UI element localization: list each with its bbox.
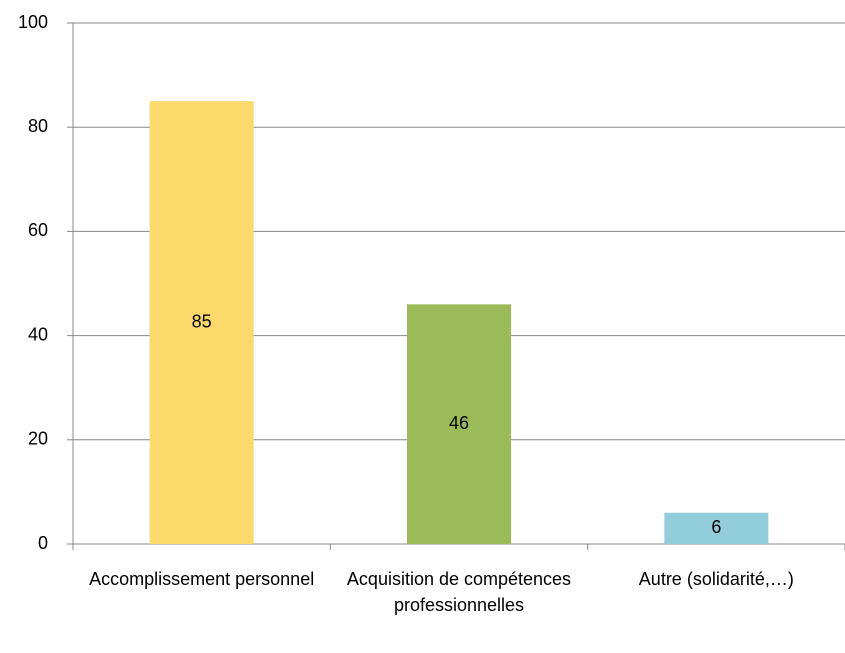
y-tick-label: 100 xyxy=(18,12,48,32)
y-tick-label: 80 xyxy=(28,116,48,136)
data-label: 85 xyxy=(192,311,212,331)
x-tick-label: Autre (solidarité,…) xyxy=(638,569,794,589)
y-tick-label: 20 xyxy=(28,429,48,449)
data-label: 6 xyxy=(711,517,721,537)
x-tick-label: Accomplissement personnel xyxy=(89,569,315,589)
bar xyxy=(407,304,511,544)
data-label: 46 xyxy=(449,413,469,433)
x-tick-label: Acquisition de compétences professionnel… xyxy=(346,569,572,615)
bar xyxy=(149,101,254,545)
bar xyxy=(664,512,769,544)
y-tick-label: 0 xyxy=(38,533,48,553)
y-tick-label: 40 xyxy=(28,324,48,344)
y-tick-label: 60 xyxy=(28,220,48,240)
